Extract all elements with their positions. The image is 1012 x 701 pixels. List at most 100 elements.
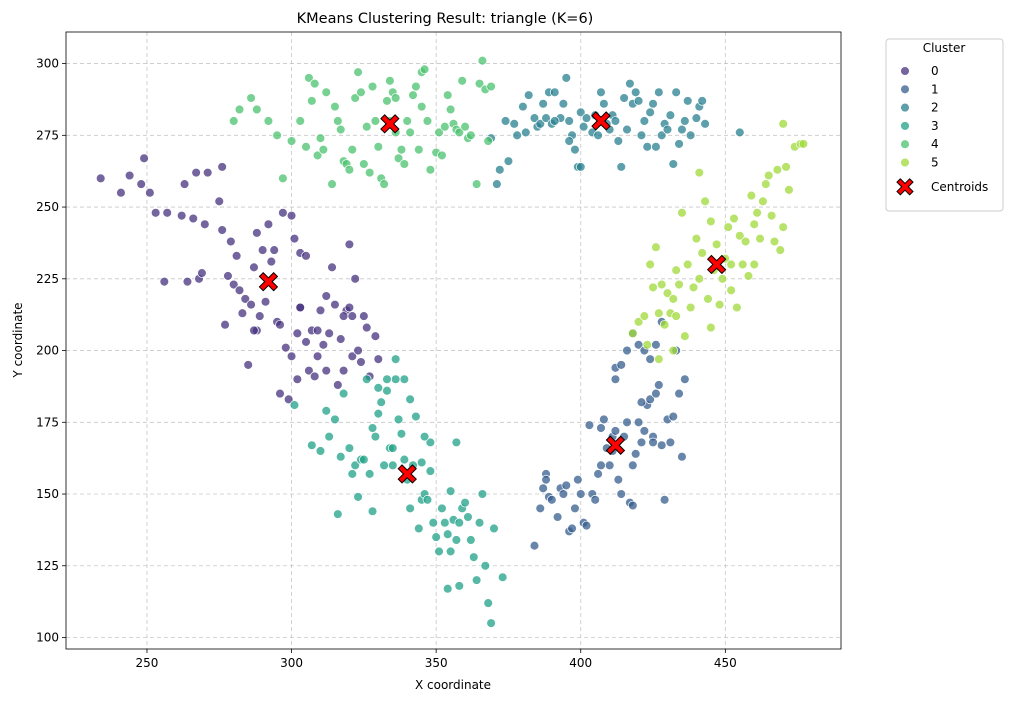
data-point [677,451,687,462]
data-point [463,512,473,522]
data-point [451,535,462,545]
data-point [390,93,401,103]
centroid-marker [258,271,279,292]
data-point [359,454,369,465]
data-point [630,87,641,98]
data-point [159,276,170,287]
y-tick-label: 125 [36,559,59,573]
data-point [694,167,705,178]
data-point [538,98,548,109]
data-point [312,150,323,161]
data-point [659,495,670,505]
data-point [353,345,363,356]
data-point [477,55,488,66]
data-point [552,512,563,522]
data-point [437,150,447,161]
data-point [471,179,482,189]
data-point [286,351,297,362]
data-point [483,598,493,608]
data-point [295,302,305,313]
data-point [364,469,375,479]
data-point [434,127,444,138]
plot-area [65,31,842,650]
data-point [784,185,794,195]
data-point [613,474,624,485]
plot-frame [65,31,842,650]
data-point [309,78,320,89]
data-point [735,127,745,138]
data-point [662,124,673,135]
data-point [295,116,305,126]
data-point [304,365,314,376]
data-point [737,259,748,270]
data-point [561,480,572,491]
data-point [445,104,456,115]
data-point [639,311,650,321]
data-point [697,248,707,258]
y-tick-label: 175 [36,415,59,429]
data-point [188,213,198,224]
data-point [396,144,407,155]
data-point [616,360,626,370]
data-point [651,388,661,399]
data-point [382,374,392,384]
data-point [619,93,629,103]
data-point [411,81,421,92]
data-point [694,274,705,284]
y-tick-label: 275 [36,128,59,142]
data-point [651,340,661,350]
data-point [422,116,433,126]
data-point [633,417,644,428]
data-point [414,523,424,534]
data-point [364,167,375,178]
data-point [231,251,242,261]
data-point [593,469,603,479]
cluster-2-points [486,73,745,189]
data-point [648,98,658,109]
data-point [309,371,320,382]
data-point [240,294,251,304]
legend-label-cluster-2: 2 [931,101,939,115]
data-point [752,208,762,218]
legend-label-cluster-5: 5 [931,156,939,170]
data-point [260,297,271,307]
data-point [249,262,259,273]
data-point [628,460,638,471]
x-tick-label: 300 [280,656,303,670]
data-point [431,532,441,542]
data-point [419,431,430,442]
data-point [674,388,684,399]
centroid-markers [258,111,727,484]
data-point [703,294,713,304]
data-point [330,299,340,310]
data-point [393,414,404,425]
data-point [581,520,592,531]
data-point [549,87,560,98]
data-point [338,388,349,399]
data-point [292,328,303,339]
data-point [541,113,551,123]
data-point [373,142,384,152]
data-point [584,420,595,430]
data-point [425,466,436,476]
data-point [497,572,508,583]
data-point [393,153,404,164]
data-point [772,164,783,175]
data-point [312,351,323,362]
data-point [665,437,676,448]
plot-background [66,32,841,649]
legend-marker-cluster-3 [900,121,910,131]
data-point [370,431,381,442]
data-point [214,196,225,207]
data-point [333,380,343,390]
data-point [445,546,456,557]
data-point [700,196,710,207]
data-point [778,222,788,232]
data-point [523,90,534,100]
data-point [766,210,777,221]
data-point [590,495,600,505]
data-point [558,489,569,499]
data-point [604,460,615,471]
data-point [726,285,736,296]
data-point [622,124,632,135]
